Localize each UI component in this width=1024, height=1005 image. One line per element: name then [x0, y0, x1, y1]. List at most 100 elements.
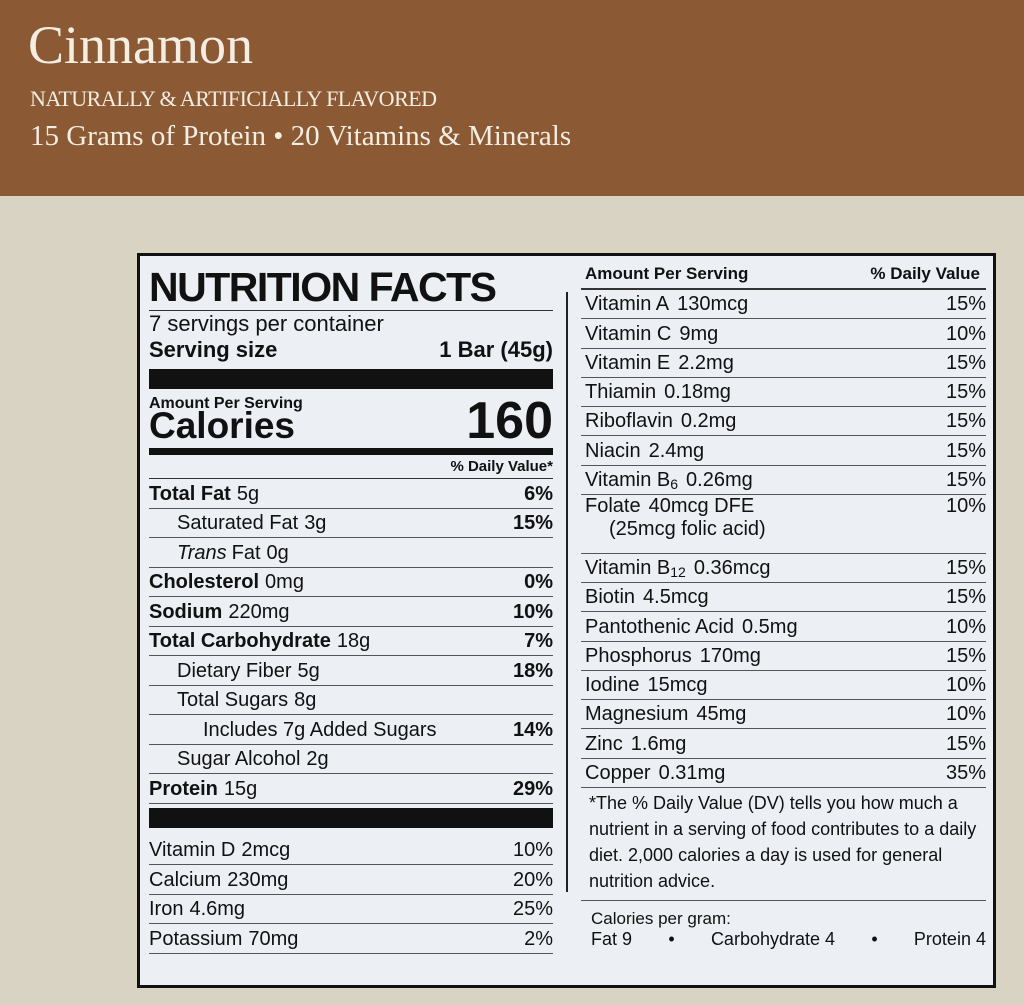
nutrient-row: Vitamin A 130mcg 15%	[581, 290, 986, 320]
dv-label: % Daily Value	[870, 264, 980, 283]
daily-value: 10%	[945, 615, 986, 638]
daily-value: 10%	[512, 839, 553, 861]
daily-value: 10%	[945, 322, 986, 345]
nutrient-row: Total Fat 5g 6%	[149, 479, 553, 509]
nutrient-row: Sodium 220mg 10%	[149, 597, 553, 627]
nutrient-name: Vitamin D	[149, 839, 236, 861]
nutrient-amount: 2g	[306, 748, 329, 770]
nutrient-amount: 5g	[297, 659, 320, 682]
daily-value: 15%	[512, 512, 553, 534]
nutrient-name: Calcium	[149, 868, 222, 891]
cal-carb: Carbohydrate 4	[710, 929, 836, 950]
nutrient-row: Copper 0.31mg 35%	[581, 759, 986, 789]
nutrient-name: Sugar Alcohol	[177, 748, 301, 770]
nutrient-row: Total Carbohydrate 18g 7%	[149, 627, 553, 656]
nutrient-name: Total Fat	[149, 482, 231, 505]
daily-value: 35%	[945, 762, 986, 785]
title: Cinnamon	[28, 15, 253, 75]
daily-value: 10%	[945, 674, 986, 697]
nutrition-label: NUTRITION FACTS 7 servings per container…	[137, 253, 996, 988]
nutrient-name: Vitamin B	[585, 556, 671, 579]
nutrient-amount: 2.2mg	[678, 351, 734, 374]
nutrient-row: Includes 7g Added Sugars 14%	[149, 715, 553, 745]
footnote: *The % Daily Value (DV) tells you how mu…	[581, 788, 986, 902]
nutrient-amount: 0.18mg	[664, 381, 731, 404]
nutrient-name: Riboflavin	[585, 410, 673, 433]
nutrient-name: Potassium	[149, 927, 243, 950]
nutrient-row: Trans Fat 0g	[149, 538, 553, 568]
nutrient-row: Sugar Alcohol 2g	[149, 745, 553, 774]
calories: Calories 160	[149, 392, 553, 450]
nutrient-name: Niacin	[585, 439, 641, 462]
servings: 7 servings per container	[149, 311, 384, 336]
nutrient-row: Saturated Fat 3g 15%	[149, 509, 553, 538]
nutrient-amount: 170mg	[699, 644, 761, 667]
daily-value: 29%	[512, 777, 553, 800]
bullet: •	[668, 929, 675, 950]
daily-value: 6%	[524, 482, 553, 505]
nutrient-rows: Total Fat 5g 6% Saturated Fat 3g 15% Trans Fat 0…	[149, 479, 553, 804]
daily-value: 15%	[945, 469, 986, 492]
bullet: •	[871, 929, 878, 950]
nutrient-row: Vitamin D 2mcg 10%	[149, 836, 553, 865]
rule	[149, 369, 553, 389]
nutrient-row: Vitamin B 12 0.36mcg 15%	[581, 554, 986, 583]
nutrient-row: Calcium 230mg 20%	[149, 865, 553, 895]
cal-values: Fat 9 • Carbohydrate 4 • Protein 4	[581, 929, 986, 950]
nutrient-amount: 0.31mg	[658, 762, 726, 785]
mineral-rows: Vitamin D 2mcg 10% Calcium 230mg 20% Iron 4.6mg…	[149, 836, 553, 954]
daily-value: 15%	[945, 732, 986, 755]
nutrient-amount: 230mg	[227, 868, 289, 891]
nutrient-amount: 5g	[236, 482, 260, 505]
daily-value: 7%	[524, 630, 553, 652]
daily-value: 14%	[512, 718, 553, 741]
daily-value: 25%	[512, 898, 553, 920]
daily-value: 0%	[524, 571, 553, 593]
nutrient-amount: 9mg	[679, 322, 719, 345]
nutrient-amount: 18g	[336, 630, 371, 652]
daily-value: 15%	[945, 410, 986, 433]
daily-value: 15%	[945, 381, 986, 404]
cal-fat: Fat 9	[591, 929, 633, 950]
nutrient-name: Fat	[231, 541, 261, 564]
nutrient-row: Vitamin E 2.2mg 15%	[581, 349, 986, 378]
nutrient-name: Dietary Fiber	[177, 659, 292, 682]
nutrient-amount: 220mg	[228, 600, 290, 623]
cal-per-gram: Calories per gram:	[591, 909, 731, 929]
nutrient-name: Biotin	[585, 586, 636, 609]
nutrient-row: Total Sugars 8g	[149, 686, 553, 715]
nutrient-name: Vitamin E	[585, 351, 671, 374]
nutrient-amount: 4.6mg	[189, 898, 246, 920]
vitamin-rows: Vitamin A 130mcg 15% Vitamin C 9mg 10% Vitamin…	[581, 290, 986, 789]
nutrient-name: Total Carbohydrate	[149, 630, 331, 652]
nutrient-name: Pantothenic Acid	[585, 615, 734, 638]
nutrient-name: Cholesterol	[149, 571, 260, 593]
nutrient-amount: 0.26mg	[686, 469, 753, 492]
daily-value: 15%	[945, 293, 986, 316]
subtitle: NATURALLY & ARTIFICIALLY FLAVORED	[30, 86, 437, 111]
daily-value: 15%	[945, 556, 986, 579]
nutrient-row: Biotin 4.5mcg 15%	[581, 583, 986, 613]
nutrient-name: Folate	[585, 495, 641, 518]
rule	[149, 807, 553, 828]
daily-value: 15%	[945, 644, 986, 667]
nutrient-name: Total Sugars	[177, 689, 289, 711]
cal-protein: Protein 4	[913, 929, 986, 950]
nutrient-amount: 70mg	[248, 927, 299, 950]
daily-value: 10%	[512, 600, 553, 623]
daily-value: 15%	[945, 586, 986, 609]
nutrient-row: Iodine 15mcg 10%	[581, 671, 986, 701]
nutrient-row: Dietary Fiber 5g 18%	[149, 656, 553, 686]
nutrient-name: Saturated Fat	[177, 512, 299, 534]
nutrient-name: Copper	[585, 762, 651, 785]
calories-value: 160	[466, 392, 553, 450]
subscript: 12	[670, 563, 686, 580]
nutrient-note: (25mcg folic acid)	[609, 518, 766, 541]
rule	[149, 448, 553, 455]
nutrient-amount: 130mcg	[677, 293, 749, 316]
nutrient-row: Iron 4.6mg 25%	[149, 895, 553, 924]
nutrient-amount: 0g	[266, 541, 289, 564]
nutrient-amount: 15mcg	[647, 674, 708, 697]
nutrient-name: Zinc	[585, 732, 623, 755]
